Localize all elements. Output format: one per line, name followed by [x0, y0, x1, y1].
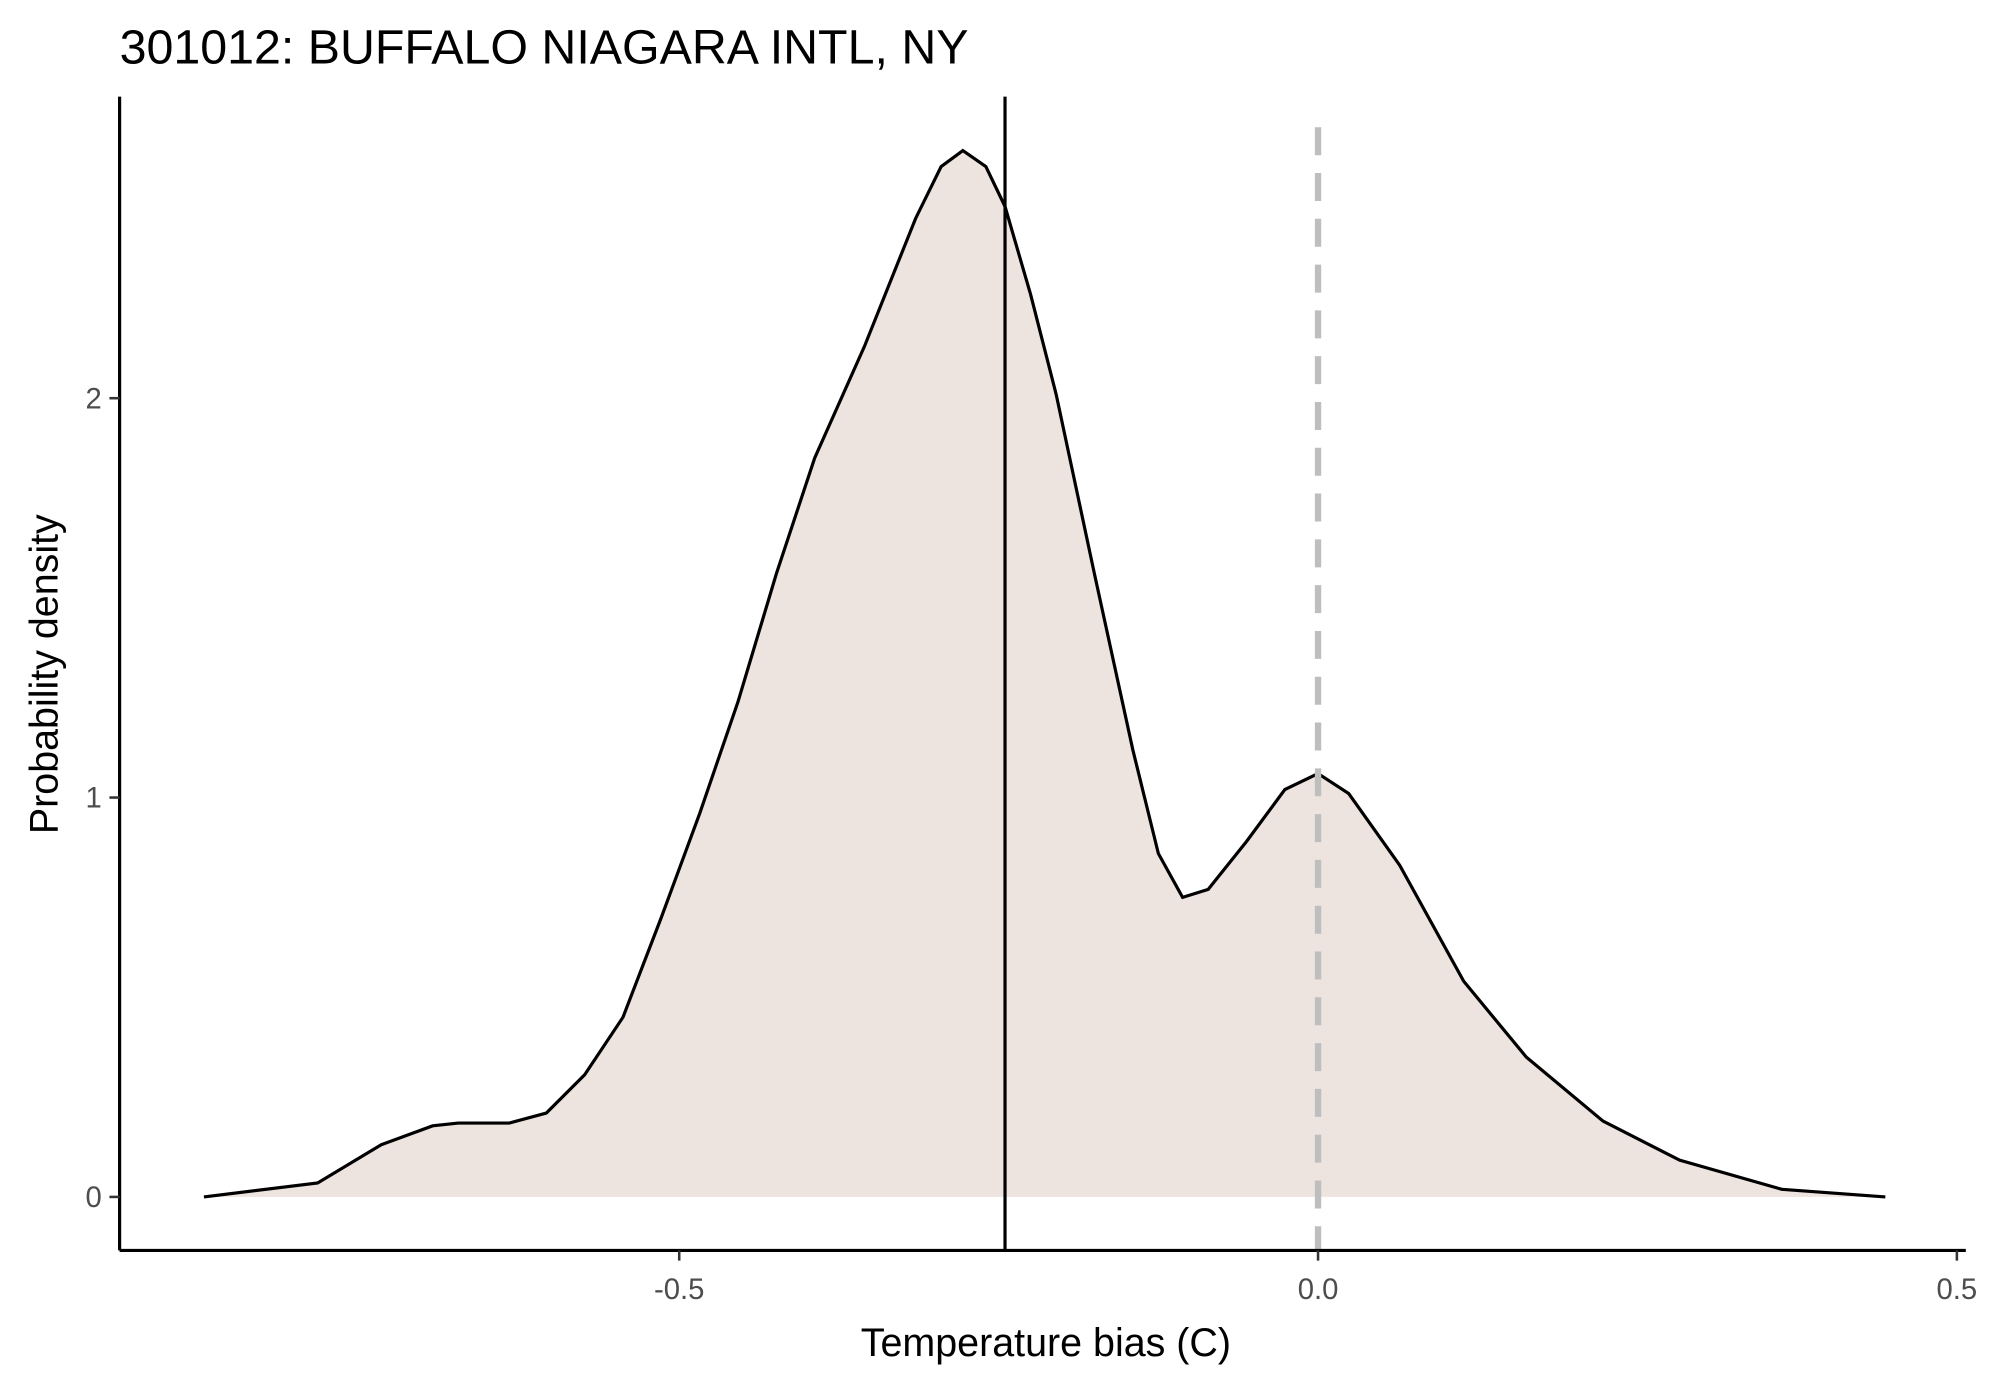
- x-axis-title: Temperature bias (C): [861, 1321, 1231, 1365]
- chart-title: 301012: BUFFALO NIAGARA INTL, NY: [120, 21, 969, 75]
- x-tick-label: 0.0: [1298, 1274, 1339, 1306]
- density-line: [203, 148, 1886, 1199]
- density-area: [203, 150, 1886, 1197]
- y-axis-title: Probability density: [22, 514, 66, 834]
- y-tick-label: 1: [86, 783, 102, 815]
- x-tick-label: -0.5: [654, 1274, 704, 1306]
- x-tick-label: 0.5: [1937, 1274, 1978, 1306]
- y-tick-label: 0: [86, 1182, 102, 1214]
- y-tick-label: 2: [86, 383, 102, 415]
